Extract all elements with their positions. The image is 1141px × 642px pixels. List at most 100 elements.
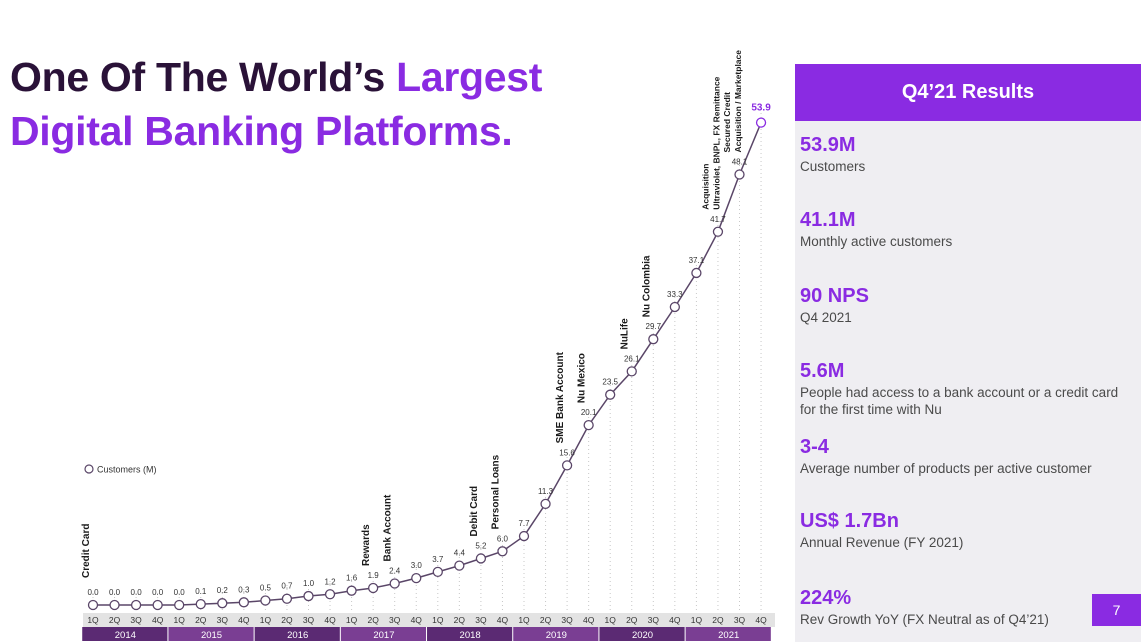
metric-label: Monthly active customers: [800, 234, 953, 249]
data-label: 0.0: [87, 588, 99, 597]
year-bar: [82, 627, 168, 641]
quarter-label: 3Q: [648, 615, 660, 625]
data-point: [303, 590, 314, 602]
milestone-label: Nu Colombia: [641, 255, 652, 317]
metric-value: 224%: [800, 587, 852, 609]
data-label: 0.3: [238, 585, 250, 594]
milestone-label: Bank Account: [383, 494, 394, 562]
milestone-label: Rewards: [361, 524, 372, 566]
data-label: 26.1: [624, 354, 640, 363]
data-point: [648, 334, 659, 345]
quarter-label: 4Q: [411, 615, 423, 625]
milestone-label: Acquisition: [700, 164, 710, 210]
data-point: [518, 530, 530, 542]
quarter-label: 4Q: [324, 615, 336, 625]
data-point: [712, 226, 724, 237]
data-point: [367, 582, 379, 594]
data-point: [626, 366, 637, 377]
year-label: 2019: [546, 630, 567, 641]
data-point: [454, 560, 465, 571]
data-point: [109, 599, 120, 611]
milestone-label: Personal Loans: [490, 454, 501, 529]
data-point: [411, 573, 422, 584]
data-label: 0.7: [281, 582, 293, 591]
year-bar: [427, 627, 513, 641]
data-label: 33.3: [667, 290, 683, 299]
data-point: [217, 598, 228, 609]
data-point: [87, 599, 99, 611]
year-bar: [599, 627, 685, 641]
quarter-label: 4Q: [669, 615, 681, 625]
data-point: [497, 546, 508, 557]
data-label: 1.0: [303, 579, 315, 588]
quarter-label: 1Q: [432, 615, 444, 625]
quarter-label: 2Q: [454, 615, 466, 625]
data-label: 4.4: [454, 549, 466, 558]
quarter-label: 3Q: [130, 615, 142, 625]
data-point: [260, 595, 271, 606]
metric-first-access: 5.6M People had access to a bank account…: [800, 360, 1130, 418]
data-point: [475, 553, 487, 564]
metric-value: 90 NPS: [800, 285, 869, 307]
data-label: 0.0: [174, 588, 186, 597]
metric-value: US$ 1.7Bn: [800, 510, 899, 532]
year-bar: [513, 627, 599, 641]
quarter-label: 4Q: [755, 615, 767, 625]
data-label: 1.2: [324, 577, 336, 586]
data-label: 20.1: [581, 408, 597, 417]
quarter-label: 4Q: [497, 615, 509, 625]
year-label: 2015: [201, 630, 222, 641]
quarter-label: 2Q: [367, 615, 379, 625]
year-label: 2020: [632, 630, 653, 641]
data-label: 2.4: [389, 567, 401, 576]
title-line1-accent: Largest: [396, 54, 543, 100]
quarter-label: 1Q: [605, 615, 617, 625]
metric-label: People had access to a bank account or a…: [800, 385, 1119, 417]
data-label: 3.0: [411, 561, 423, 570]
milestone-label: Ultraviolet, BNPL, FX Remittance: [711, 76, 721, 209]
quarter-label: 4Q: [238, 615, 250, 625]
data-label: 1.9: [368, 571, 380, 580]
data-point: [691, 267, 702, 279]
data-label: 0.1: [195, 587, 207, 596]
metric-customers: 53.9M Customers: [800, 134, 1130, 175]
data-point: [238, 597, 250, 608]
quarter-label: 2Q: [540, 615, 552, 625]
quarter-label: 4Q: [583, 615, 595, 625]
data-label: 48.1: [732, 158, 748, 167]
year-bar: [340, 627, 427, 641]
quarter-label: 3Q: [389, 615, 401, 625]
data-point: [346, 585, 357, 596]
milestone-label: Credit Card: [81, 524, 92, 578]
data-label: 6.0: [497, 534, 509, 543]
data-label: 0.2: [217, 586, 229, 595]
data-label: 41.7: [710, 215, 726, 224]
metric-label: Annual Revenue (FY 2021): [800, 535, 964, 550]
quarter-label: 4Q: [152, 615, 164, 625]
year-label: 2018: [460, 630, 481, 641]
data-point: [540, 498, 551, 510]
metric-nps: 90 NPS Q4 2021: [800, 285, 1130, 326]
year-bar: [254, 627, 340, 641]
milestone-label: Nu Mexico: [577, 353, 588, 403]
quarter-label: 3Q: [734, 615, 746, 625]
data-label: 53.9: [751, 103, 771, 114]
quarter-label: 2Q: [109, 615, 121, 625]
data-point: [669, 301, 680, 313]
quarter-label: 1Q: [260, 615, 272, 625]
data-point: [152, 599, 163, 611]
series-line: [93, 122, 762, 606]
metric-label: Q4 2021: [800, 310, 852, 325]
milestone-label: Secured Credit: [722, 92, 732, 153]
results-panel: Q4’21 Results 53.9M Customers 41.1M Mont…: [795, 64, 1141, 642]
data-label: 7.7: [518, 519, 530, 528]
data-point: [561, 460, 573, 471]
title-line2: Digital Banking Platforms.: [10, 108, 513, 154]
data-label: 3.7: [432, 555, 444, 564]
metric-value: 3-4: [800, 436, 829, 458]
title-line1: One Of The World’s: [10, 54, 397, 100]
quarter-label: 3Q: [217, 615, 229, 625]
metric-label: Average number of products per active cu…: [800, 461, 1092, 476]
year-label: 2017: [373, 630, 394, 641]
quarter-band: [83, 613, 775, 627]
